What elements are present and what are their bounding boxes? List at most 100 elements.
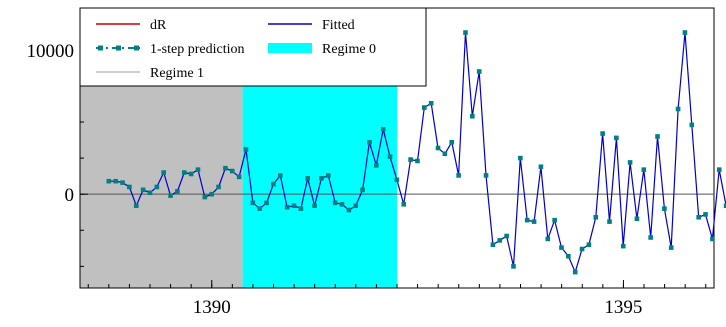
data-point: [579, 246, 585, 252]
data-point: [401, 201, 407, 207]
data-point: [449, 139, 455, 145]
data-point: [614, 135, 619, 141]
legend-marker: [116, 45, 121, 51]
data-point: [257, 206, 263, 211]
data-point: [236, 174, 242, 180]
data-point: [408, 157, 413, 162]
data-point: [133, 203, 139, 209]
data-point: [277, 173, 283, 178]
legend-marker: [98, 45, 103, 51]
data-point: [223, 165, 228, 171]
data-point: [305, 176, 311, 181]
data-point: [168, 193, 173, 198]
data-point: [229, 168, 235, 174]
data-point: [202, 194, 208, 200]
legend-label: Regime 1: [150, 66, 204, 81]
legend: dR Fitted 1-step prediction Regime 0 Regime …: [79, 7, 427, 87]
data-point: [538, 164, 544, 170]
data-point: [627, 160, 633, 165]
data-point: [518, 155, 523, 161]
data-point: [470, 113, 475, 119]
y-tick-label: 10000: [27, 41, 75, 62]
data-point: [319, 176, 324, 181]
data-point: [682, 30, 688, 35]
data-point: [675, 106, 681, 112]
data-point: [387, 154, 393, 159]
data-point: [531, 219, 537, 224]
data-point: [634, 216, 640, 222]
data-point: [483, 173, 489, 178]
series-layer: [106, 30, 726, 275]
data-point: [415, 158, 420, 164]
data-point: [559, 245, 564, 250]
data-point: [442, 151, 448, 157]
data-point: [147, 190, 153, 196]
data-point: [716, 167, 722, 172]
data-point: [696, 214, 701, 220]
legend-label: Fitted: [322, 18, 355, 33]
data-point: [511, 264, 516, 269]
data-point: [394, 177, 400, 183]
data-point: [586, 242, 592, 248]
data-point: [325, 173, 331, 178]
data-point: [435, 145, 441, 151]
data-point: [250, 200, 256, 206]
legend-item: Regime 0: [268, 42, 376, 57]
legend-item: 1-step prediction: [96, 42, 244, 57]
data-point: [374, 163, 379, 168]
data-point: [504, 233, 509, 239]
data-point: [346, 207, 352, 213]
data-point: [175, 188, 180, 194]
data-point: [127, 184, 132, 190]
data-point: [641, 167, 647, 172]
data-point: [284, 204, 290, 210]
data-point: [600, 131, 605, 136]
data-point: [367, 139, 372, 145]
legend-marker: [134, 45, 139, 51]
data-point: [106, 178, 112, 184]
data-point: [607, 219, 612, 224]
data-point: [545, 236, 551, 242]
data-point: [209, 191, 214, 197]
data-point: [668, 245, 674, 250]
data-point: [662, 206, 667, 211]
series-line-fitted: [108, 32, 726, 274]
data-point: [710, 236, 715, 242]
tick-layer: 1390 1395 0 10000: [27, 13, 707, 318]
data-point: [648, 235, 653, 240]
data-point: [353, 203, 359, 209]
data-point: [298, 206, 304, 211]
data-point: [572, 269, 578, 275]
legend-item: Fitted: [268, 18, 355, 33]
data-point: [552, 217, 557, 223]
data-point: [161, 170, 166, 175]
data-point: [188, 171, 194, 177]
data-point: [181, 170, 187, 175]
x-tick-label: 1390: [193, 297, 231, 318]
y-tick-label: 0: [65, 185, 75, 206]
legend-item: dR: [96, 18, 167, 33]
data-point: [120, 180, 125, 185]
data-point: [339, 201, 345, 207]
data-point: [428, 100, 434, 106]
data-point: [271, 181, 276, 187]
data-point: [422, 105, 427, 110]
data-point: [113, 178, 118, 184]
data-point: [216, 184, 221, 190]
data-point: [524, 217, 530, 223]
legend-label: 1-step prediction: [150, 42, 244, 57]
data-point: [312, 203, 317, 209]
legend-label: dR: [150, 18, 167, 33]
data-point: [264, 200, 269, 206]
data-point: [360, 187, 365, 193]
legend-swatch: [268, 43, 312, 53]
data-point: [380, 126, 386, 132]
data-point: [476, 69, 482, 74]
data-point: [456, 173, 461, 178]
data-point: [703, 212, 708, 217]
data-point: [243, 147, 249, 152]
data-point: [463, 30, 468, 35]
data-point: [620, 243, 626, 249]
data-point: [566, 253, 571, 259]
